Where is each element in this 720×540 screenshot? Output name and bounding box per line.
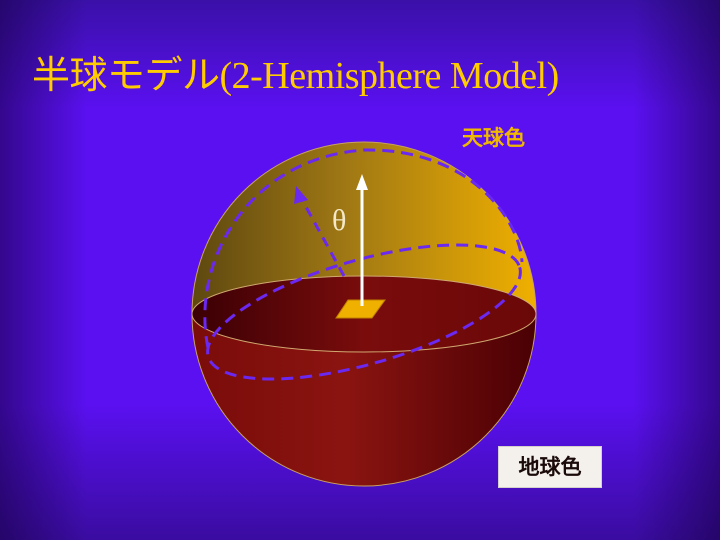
angle-theta-label: θ <box>332 204 346 237</box>
surface-patch <box>335 299 386 319</box>
direction-arrowhead <box>294 186 308 204</box>
sky-hemisphere <box>191 141 537 315</box>
dashed-meridian-arc <box>203 148 524 349</box>
normal-arrowhead <box>356 174 368 190</box>
dashed-direction-line <box>298 195 346 277</box>
sky-color-label: 天球色 <box>462 126 525 150</box>
ground-hemisphere <box>191 313 537 487</box>
slide-title: 半球モデル(2-Hemisphere Model) <box>32 55 559 97</box>
ground-color-label: 地球色 <box>498 446 602 488</box>
